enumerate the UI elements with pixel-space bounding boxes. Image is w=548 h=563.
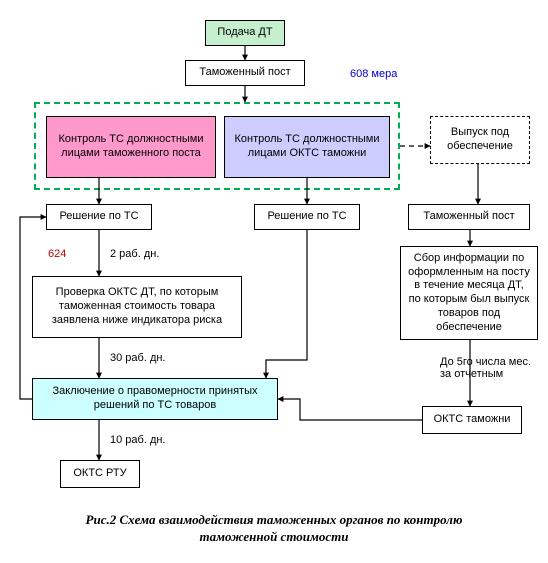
node-label: Таможенный пост	[423, 210, 514, 224]
node-label: Решение по ТС	[267, 210, 346, 224]
node-label: Таможенный пост	[199, 66, 290, 80]
node-label: Решение по ТС	[59, 210, 138, 224]
node-label: Выпуск под обеспечение	[437, 126, 523, 154]
node-decision-ts-left: Решение по ТС	[46, 204, 152, 230]
node-okts-customs: ОКТС таможни	[422, 406, 522, 434]
label-30days: 30 раб. дн.	[110, 352, 166, 364]
label-608-measure: 608 мера	[350, 68, 397, 80]
edge	[278, 399, 422, 420]
node-label: ОКТС РТУ	[73, 467, 126, 481]
node-label: Контроль ТС должностными лицами таможенн…	[53, 133, 209, 161]
node-release-secured: Выпуск под обеспечение	[430, 116, 530, 164]
node-customs-post-right: Таможенный пост	[408, 204, 530, 230]
node-label: ОКТС таможни	[434, 413, 511, 427]
node-okts-rtu: ОКТС РТУ	[60, 460, 140, 488]
node-decision-ts-mid: Решение по ТС	[254, 204, 360, 230]
node-control-post-officials: Контроль ТС должностными лицами таможенн…	[46, 116, 216, 178]
node-customs-post: Таможенный пост	[185, 60, 305, 86]
label-2days: 2 раб. дн.	[110, 248, 159, 260]
node-label: Контроль ТС должностными лицами ОКТС там…	[231, 133, 383, 161]
node-conclusion: Заключение о правомерности принятых реше…	[32, 378, 278, 420]
node-label: Подача ДТ	[217, 26, 272, 40]
label-10days: 10 раб. дн.	[110, 434, 166, 446]
edge	[266, 230, 307, 378]
node-label: Проверка ОКТС ДТ, по которым таможенная …	[39, 286, 235, 327]
node-okts-check: Проверка ОКТС ДТ, по которым таможенная …	[32, 276, 242, 338]
figure-caption: Рис.2 Схема взаимодействия таможенных ор…	[0, 512, 548, 546]
node-submit-dt: Подача ДТ	[205, 20, 285, 46]
label-624: 624	[48, 248, 66, 260]
node-label: Заключение о правомерности принятых реше…	[39, 385, 271, 413]
node-control-okts-officials: Контроль ТС должностными лицами ОКТС там…	[224, 116, 390, 178]
node-info-collection: Сбор информации по оформленным на посту …	[400, 246, 538, 340]
label-by5th: До 5го числа мес. за отчетным	[440, 356, 540, 380]
node-label: Сбор информации по оформленным на посту …	[407, 252, 531, 335]
